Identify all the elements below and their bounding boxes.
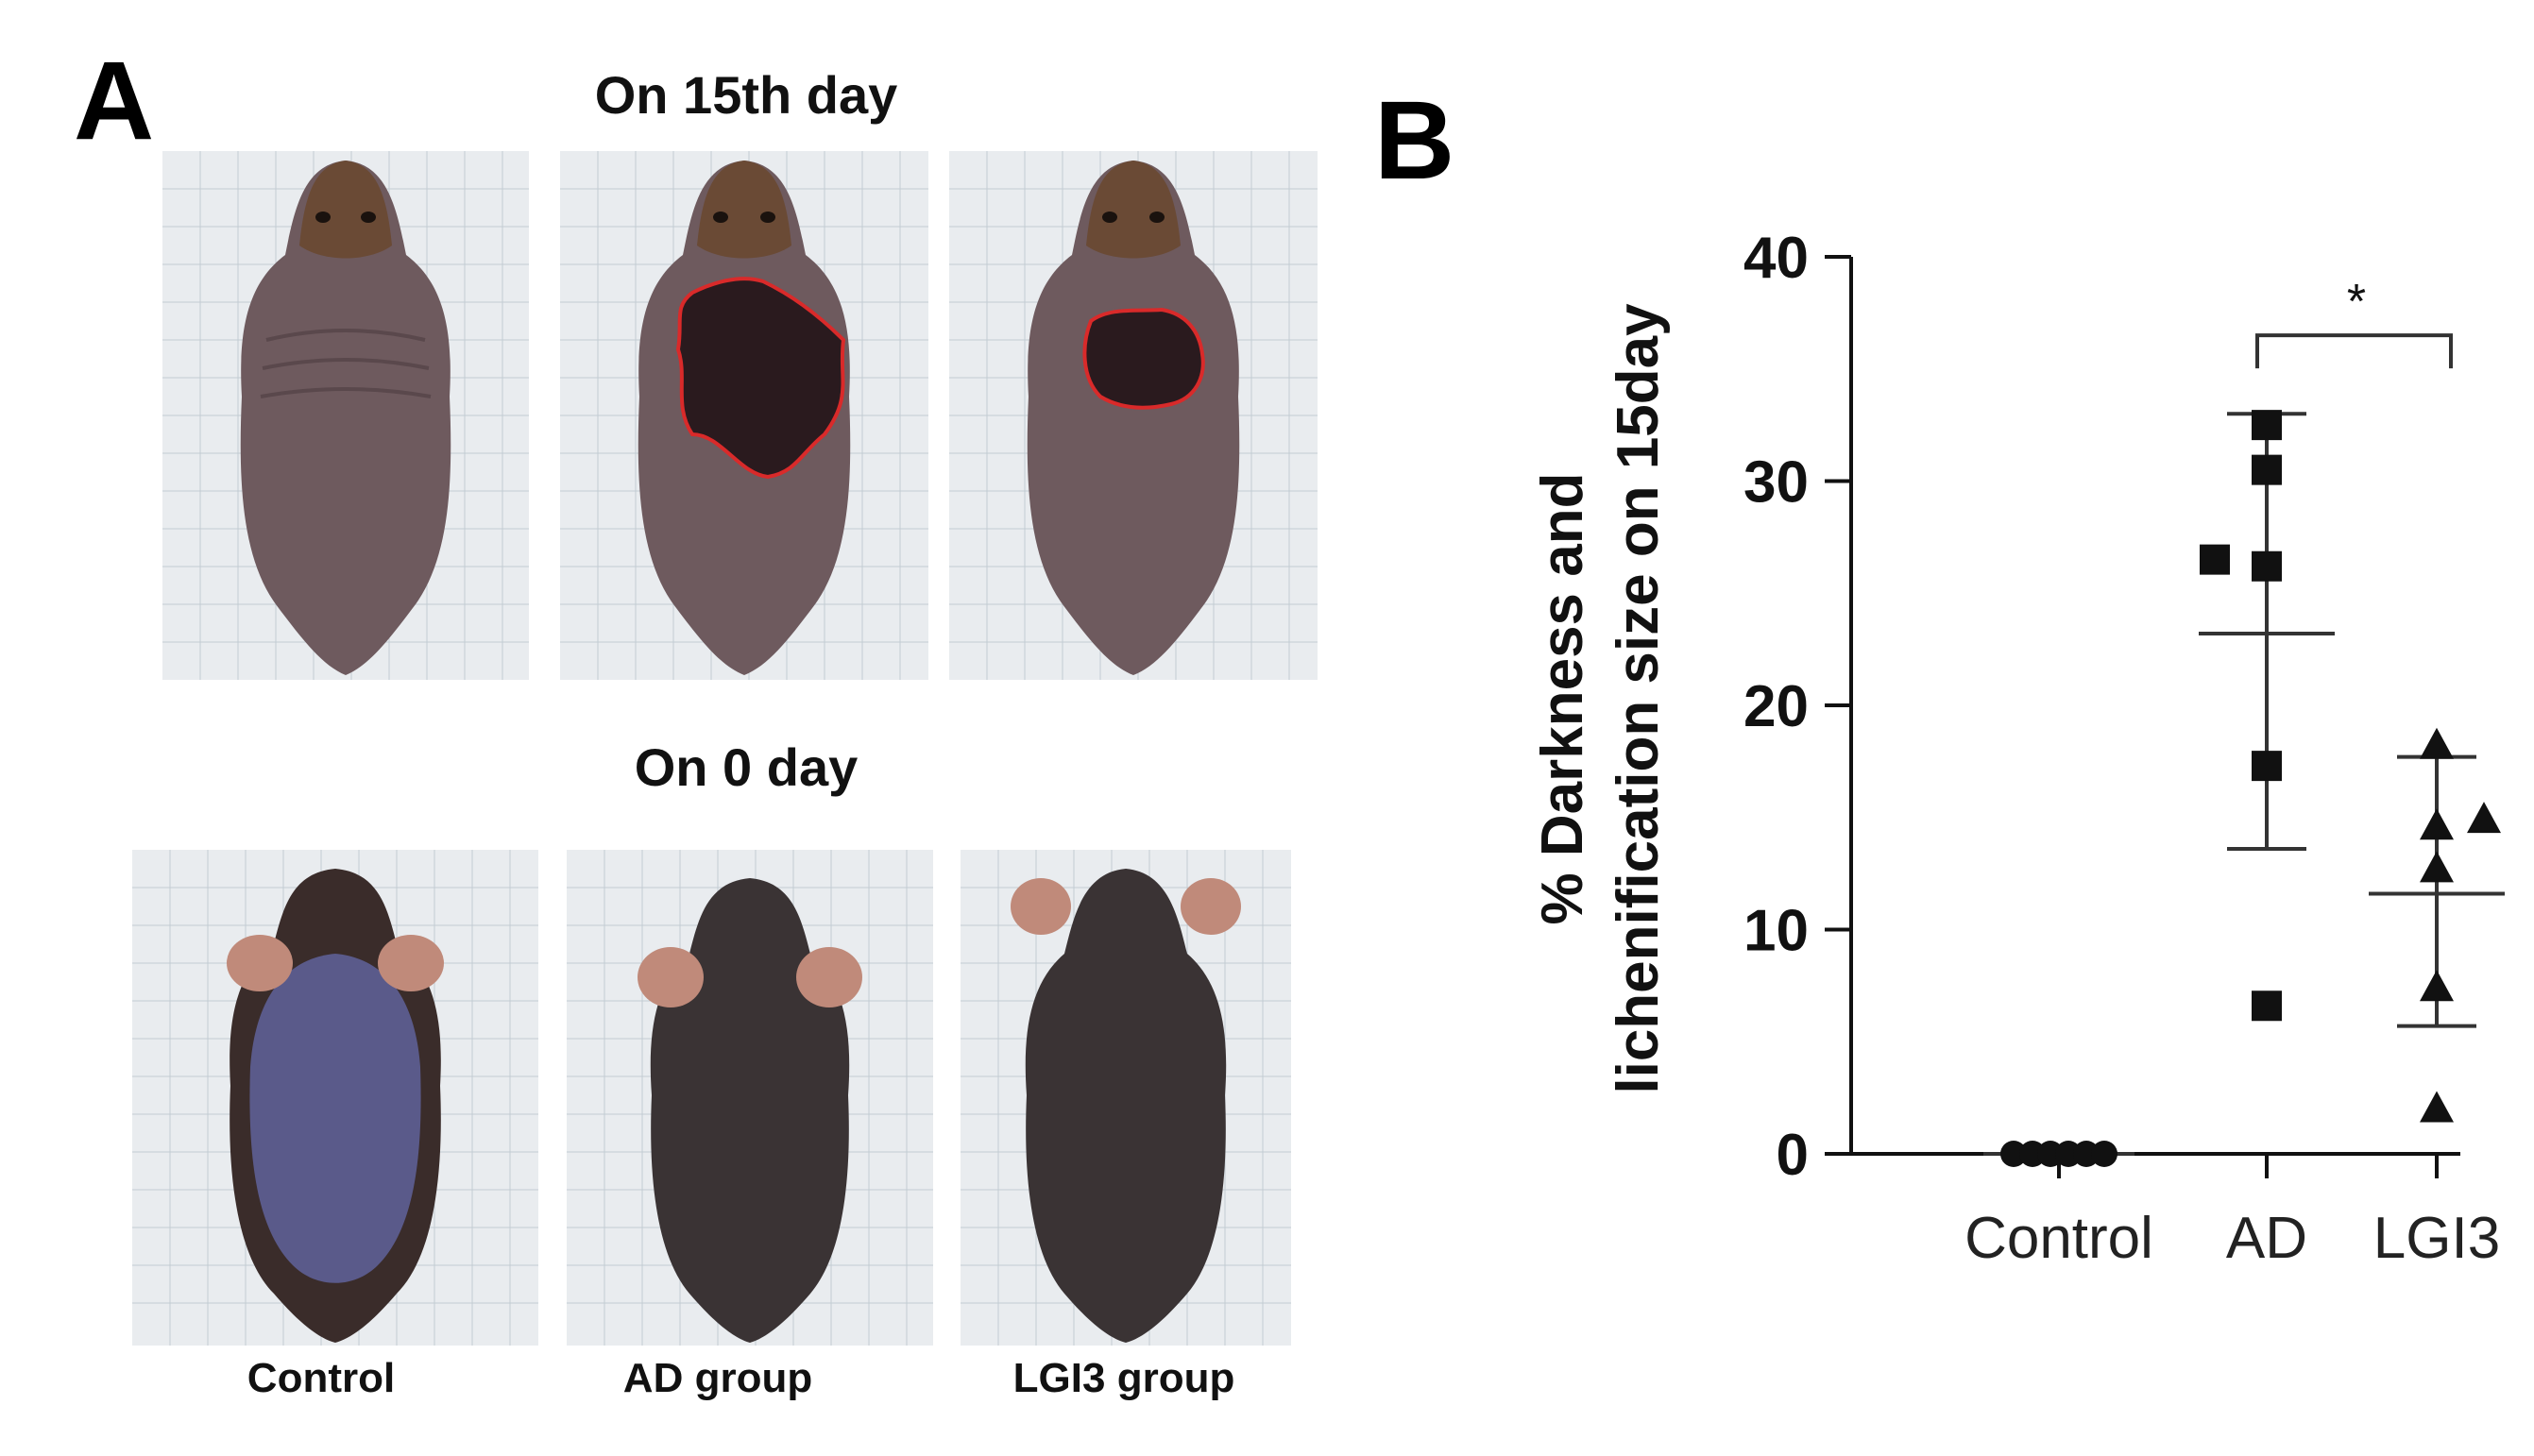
data-point-ad bbox=[2200, 544, 2230, 575]
y-axis-label-line-1: % Darkness and bbox=[1530, 473, 1595, 925]
data-point-lgi3 bbox=[2420, 851, 2454, 883]
row-title-day15: On 15th day bbox=[594, 65, 898, 125]
photo-control-day15 bbox=[162, 151, 529, 680]
x-tick-label: AD bbox=[2226, 1206, 2307, 1271]
scatter-dot-plot: % Darkness and lichenification size on 1… bbox=[1530, 226, 2505, 1271]
data-point-ad bbox=[2252, 410, 2282, 441]
mouse-image bbox=[961, 850, 1291, 1346]
y-tick-label: 20 bbox=[1743, 674, 1809, 739]
y-tick-label: 0 bbox=[1777, 1123, 1809, 1188]
mouse-image bbox=[162, 151, 529, 680]
x-tick-label: LGI3 bbox=[2373, 1206, 2500, 1271]
photo-ad-day0 bbox=[567, 850, 933, 1346]
data-point-lgi3 bbox=[2420, 808, 2454, 840]
photo-control-day0 bbox=[132, 850, 538, 1346]
mouse-image bbox=[560, 151, 928, 680]
data-point-control bbox=[2000, 1141, 2027, 1167]
panel-b-letter: B bbox=[1374, 78, 1455, 203]
caption-ad-group: AD group bbox=[622, 1355, 813, 1401]
mouse-image bbox=[132, 850, 538, 1346]
caption-control: Control bbox=[247, 1355, 396, 1401]
data-point-ad bbox=[2252, 454, 2282, 485]
panel-a-letter: A bbox=[74, 39, 155, 163]
photo-lgi3-day15 bbox=[949, 151, 1318, 680]
y-tick-label: 40 bbox=[1743, 226, 1809, 291]
mouse-image bbox=[949, 151, 1318, 680]
photo-lgi3-day0 bbox=[961, 850, 1291, 1346]
data-point-ad bbox=[2252, 990, 2282, 1022]
data-point-lgi3 bbox=[2467, 802, 2501, 834]
y-axis-label-line-2: lichenification size on 15day bbox=[1606, 303, 1671, 1094]
significance-bracket bbox=[2255, 333, 2453, 369]
axes: 0 10 20 30 40 Control AD LGI3 bbox=[1743, 226, 2500, 1271]
data-point-control bbox=[2091, 1141, 2117, 1167]
data-point-ad bbox=[2252, 550, 2282, 582]
data-point-lgi3 bbox=[2420, 1091, 2454, 1123]
data-point-lgi3 bbox=[2420, 970, 2454, 1002]
data-point-lgi3 bbox=[2420, 727, 2454, 759]
caption-lgi3-group: LGI3 group bbox=[1012, 1355, 1235, 1401]
y-tick-label: 30 bbox=[1743, 450, 1809, 516]
data-marks: * bbox=[1983, 275, 2505, 1167]
photo-ad-day15 bbox=[560, 151, 928, 680]
mouse-image bbox=[567, 850, 933, 1346]
data-point-ad bbox=[2252, 751, 2282, 782]
y-axis-label: % Darkness and lichenification size on 1… bbox=[1530, 303, 1671, 1094]
x-tick-label: Control bbox=[1964, 1206, 2153, 1271]
y-tick-label: 10 bbox=[1743, 899, 1809, 964]
significance-star: * bbox=[2347, 275, 2366, 330]
row-title-day0: On 0 day bbox=[634, 737, 859, 797]
